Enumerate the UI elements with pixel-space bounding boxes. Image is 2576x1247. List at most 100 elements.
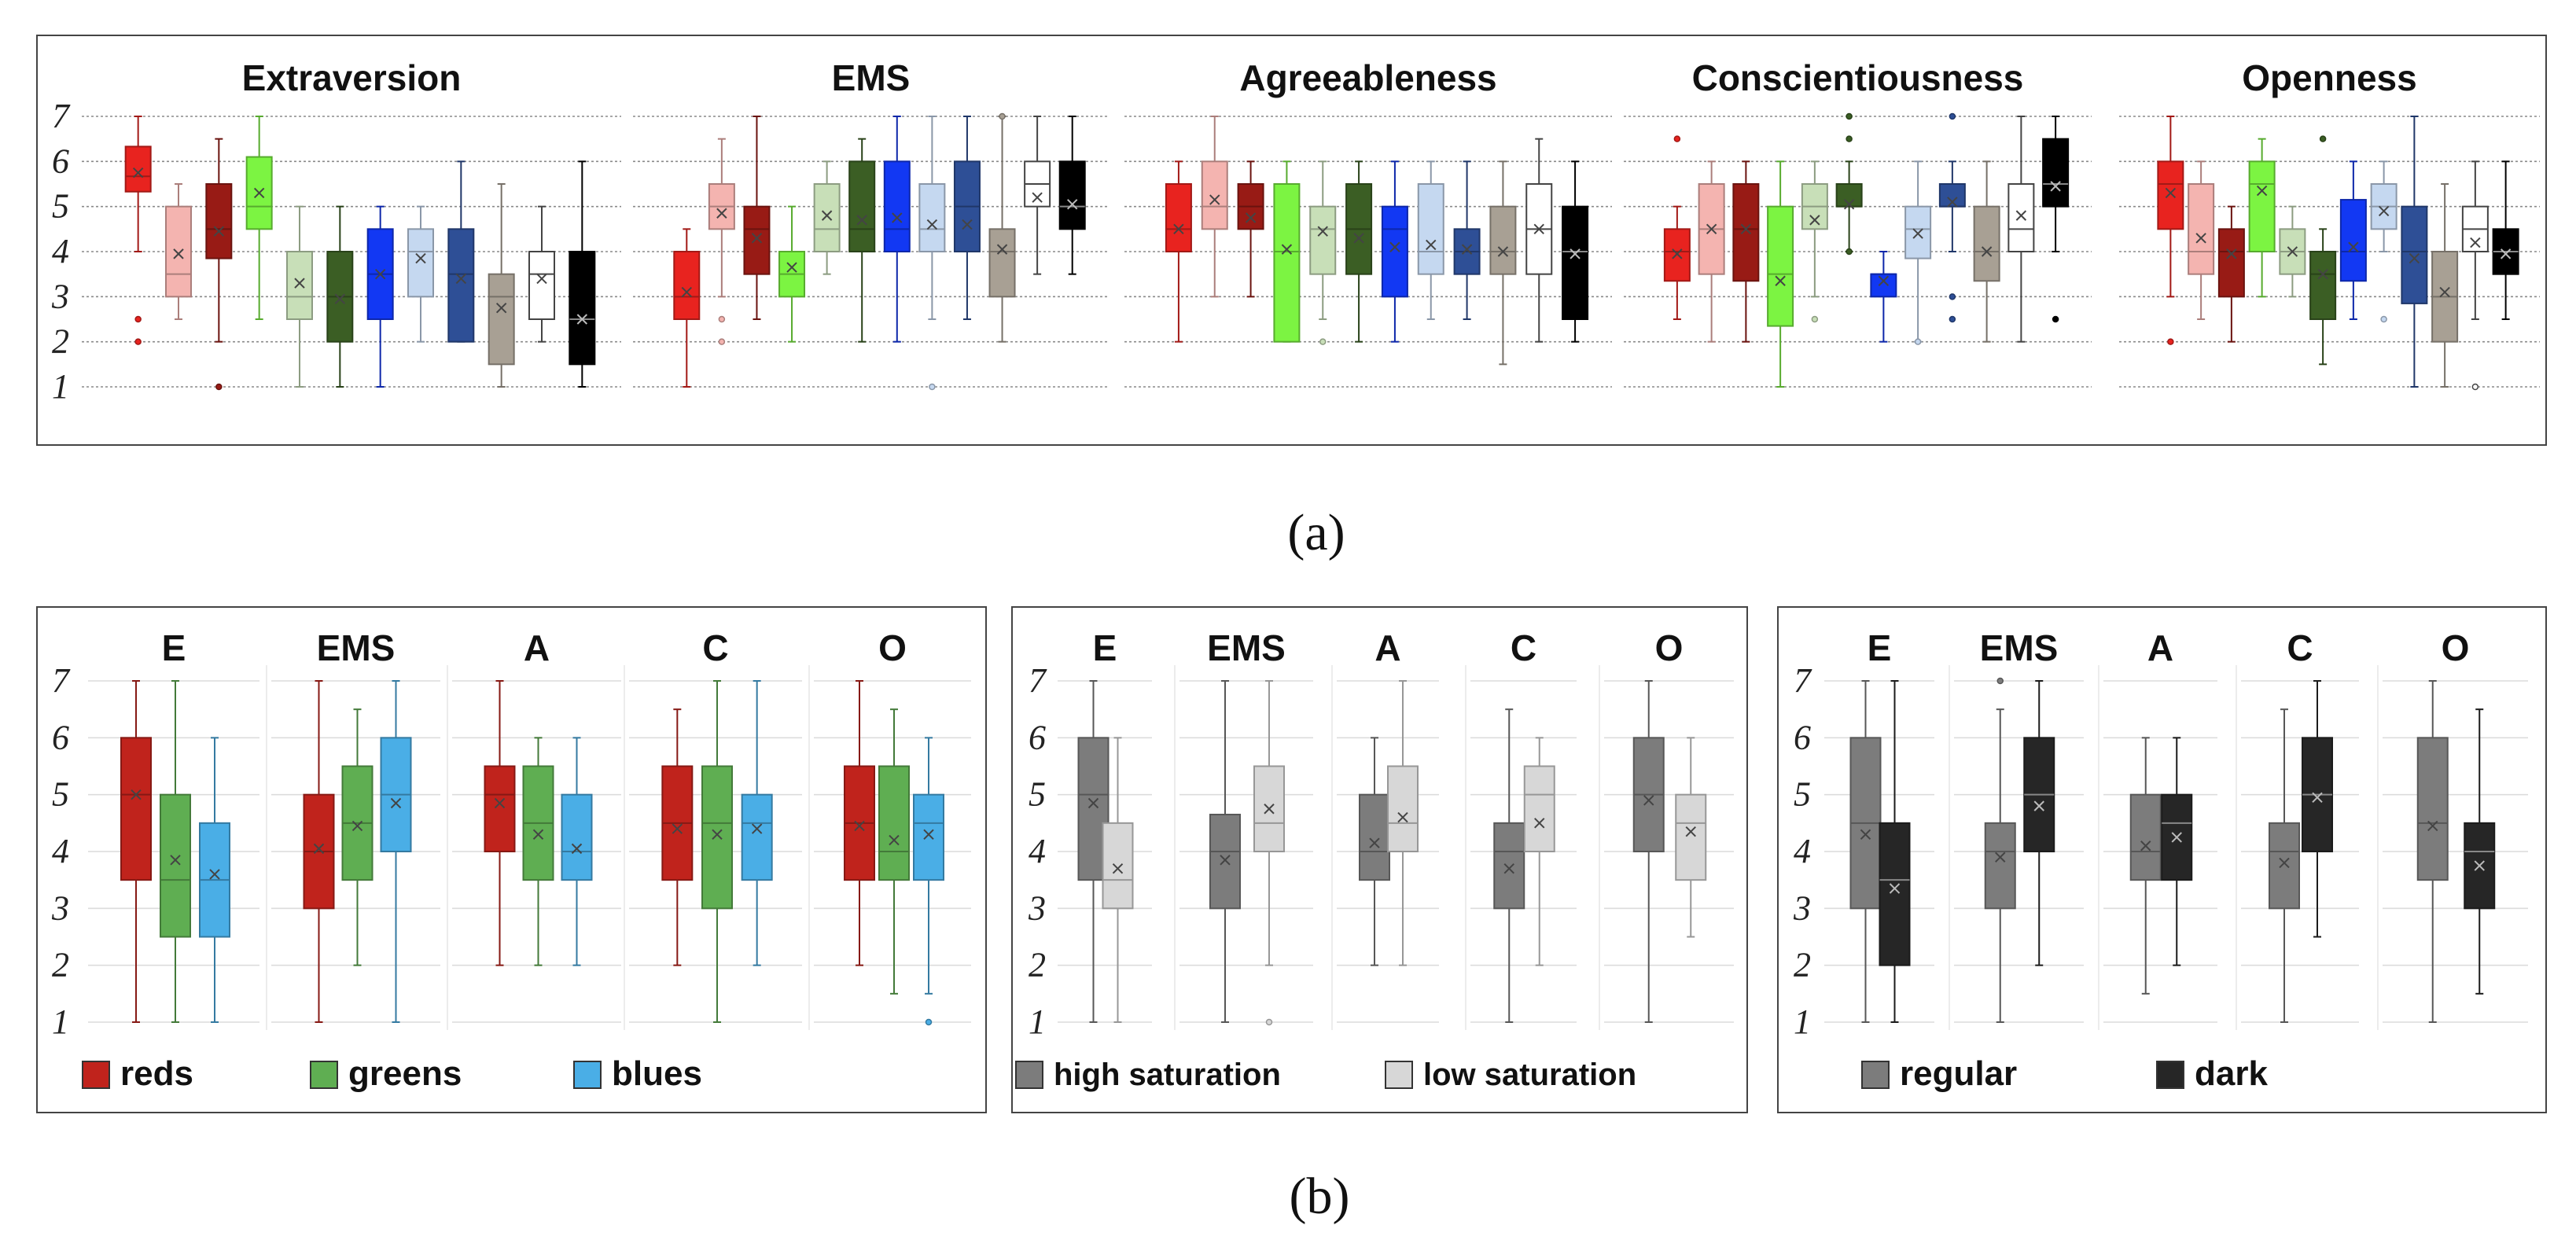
ytick-label-b2-5: 5 (1029, 775, 1046, 814)
box-iqr (407, 228, 434, 298)
mean-marker (926, 219, 938, 230)
group-a-4: Openness (2119, 57, 2540, 391)
box-gray (488, 183, 515, 388)
group-title: A (2147, 627, 2173, 668)
legend-item-greens: greens (310, 1054, 462, 1093)
box-black (2492, 160, 2519, 320)
mean-marker (390, 797, 402, 809)
box-iqr (2217, 228, 2245, 298)
box-reds (661, 708, 694, 966)
box-iqr (1879, 822, 1911, 966)
group-b2-1: EMS (1174, 627, 1313, 1030)
mean-marker (1706, 223, 1717, 235)
ytick-label-b3-5: 5 (1794, 775, 1811, 814)
box-reds (303, 680, 335, 1023)
outlier-point (718, 315, 726, 323)
box-iqr (1523, 765, 1555, 852)
outlier-point (929, 383, 936, 391)
ytick-label-a-6: 6 (52, 142, 69, 180)
box-low-saturation (1675, 737, 1707, 938)
mean-marker (2050, 181, 2061, 192)
box-iqr (913, 793, 944, 881)
mean-marker (1775, 275, 1786, 286)
mean-marker (1209, 194, 1220, 205)
box-green (2248, 138, 2276, 298)
group-title: E (1093, 627, 1117, 668)
mean-marker (313, 843, 325, 855)
mean-marker (131, 789, 142, 800)
box-green (1767, 160, 1794, 388)
box-light-blue (1904, 160, 1932, 345)
group-title: O (878, 627, 907, 668)
box-iqr (2464, 822, 2496, 910)
mean-marker (751, 233, 763, 244)
mean-marker (2226, 248, 2237, 259)
box-greens (878, 708, 910, 995)
outlier-point (1949, 315, 1956, 323)
mean-marker (455, 273, 467, 285)
mean-marker (1534, 818, 1545, 829)
group-b1-2: A (447, 627, 621, 1030)
ytick-label-a-2: 2 (52, 322, 69, 361)
box-white (528, 205, 555, 343)
legend-item-low-saturation: low saturation (1385, 1058, 1636, 1092)
box-green (1273, 160, 1301, 343)
box-iqr (2007, 183, 2035, 252)
ytick-label-b2-6: 6 (1029, 718, 1046, 756)
box-iqr (813, 183, 841, 252)
legend-item-dark: dark (2156, 1054, 2268, 1093)
box-red (1165, 160, 1192, 343)
mean-marker (681, 286, 692, 298)
box-iqr (160, 793, 191, 938)
box-light-red (165, 183, 192, 320)
box-iqr (1973, 205, 2000, 282)
outlier-point (2052, 315, 2059, 323)
ytick-label-a-3: 3 (51, 277, 69, 315)
box-iqr (124, 145, 152, 193)
group-title: E (162, 627, 186, 668)
mean-marker (2427, 820, 2438, 832)
box-iqr (1417, 183, 1444, 275)
mean-marker (170, 855, 181, 866)
mean-marker (253, 187, 265, 199)
caption-a: (a) (1287, 504, 1345, 561)
mean-marker (1889, 883, 1901, 894)
ytick-label-a-1: 1 (52, 367, 69, 406)
box-white (1525, 138, 1553, 343)
box-dark-green (1835, 112, 1863, 256)
box-light-red (708, 138, 735, 345)
outlier-point (2167, 338, 2174, 345)
box-iqr (878, 765, 910, 881)
ytick-label-b3-2: 2 (1794, 946, 1811, 984)
box-greens (160, 680, 191, 1023)
box-high-saturation (1493, 708, 1525, 1023)
box-iqr (528, 251, 555, 320)
box-iqr (484, 765, 516, 852)
mean-marker (1067, 199, 1078, 210)
box-iqr (2188, 183, 2215, 275)
box-iqr (1493, 822, 1525, 910)
box-blue (1870, 251, 1897, 343)
box-dark-red (205, 138, 233, 391)
box-regular (2269, 708, 2300, 1023)
box-dark-red (743, 116, 771, 320)
ytick-label-b3-4: 4 (1794, 832, 1811, 870)
box-iqr (120, 737, 152, 881)
group-b2-3: C (1465, 627, 1577, 1030)
ytick-label-b1-2: 2 (52, 946, 69, 984)
outlier-point (1673, 135, 1681, 142)
box-dark-green (2309, 135, 2337, 366)
box-iqr (488, 273, 515, 366)
mean-marker (1087, 797, 1099, 809)
box-white (2007, 116, 2035, 343)
mean-marker (2348, 241, 2359, 252)
box-light-green (286, 205, 313, 388)
box-light-red (1698, 160, 1725, 343)
outlier-point (1265, 1018, 1273, 1026)
box-iqr (2309, 251, 2337, 320)
group-title: Conscientiousness (1692, 57, 2024, 98)
box-black (2042, 116, 2070, 323)
box-iqr (1309, 205, 1337, 275)
box-iqr (561, 793, 593, 881)
ytick-label-b1-1: 1 (52, 1002, 69, 1041)
